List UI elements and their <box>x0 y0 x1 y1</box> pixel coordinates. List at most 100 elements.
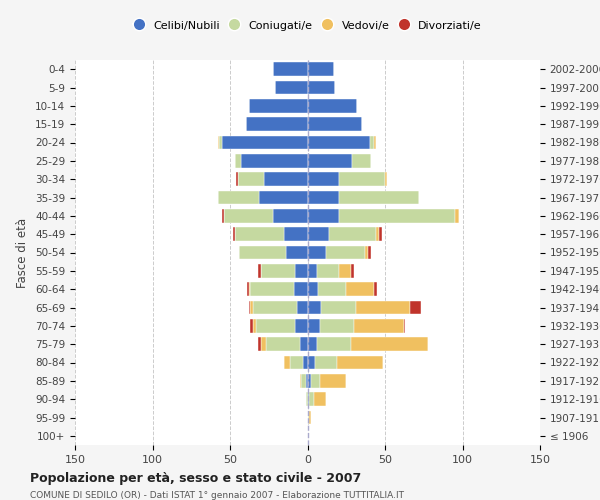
Bar <box>308 136 370 149</box>
Bar <box>222 209 224 222</box>
Bar <box>250 319 253 332</box>
Bar <box>308 209 338 222</box>
Bar <box>264 172 308 186</box>
Bar <box>308 319 320 332</box>
Legend: Celibi/Nubili, Coniugati/e, Vedovi/e, Divorziati/e: Celibi/Nubili, Coniugati/e, Vedovi/e, Di… <box>128 16 487 35</box>
Bar <box>296 300 308 314</box>
Bar <box>308 392 309 406</box>
Bar <box>317 338 351 351</box>
Bar <box>222 136 308 149</box>
Bar <box>218 136 219 149</box>
Bar <box>365 246 368 260</box>
Bar <box>315 356 337 370</box>
Bar <box>351 338 428 351</box>
Bar <box>274 62 308 76</box>
Bar <box>338 190 419 204</box>
Bar <box>352 154 371 168</box>
Bar <box>314 392 326 406</box>
Bar <box>311 374 320 388</box>
Bar <box>256 319 295 332</box>
Bar <box>308 99 357 112</box>
Bar <box>374 282 377 296</box>
Bar <box>385 172 386 186</box>
Bar <box>275 80 308 94</box>
Bar <box>218 190 259 204</box>
Bar <box>253 300 296 314</box>
Bar <box>368 246 371 260</box>
Bar <box>245 118 308 131</box>
Bar <box>308 228 329 241</box>
Bar <box>258 338 261 351</box>
Bar <box>284 356 290 370</box>
Bar <box>376 228 379 241</box>
Bar <box>308 300 322 314</box>
Bar <box>284 228 308 241</box>
Bar <box>338 209 455 222</box>
Bar <box>259 190 308 204</box>
Bar <box>308 338 317 351</box>
Bar <box>322 300 356 314</box>
Bar <box>308 264 317 278</box>
Bar <box>290 356 303 370</box>
Bar <box>250 300 253 314</box>
Bar <box>300 338 308 351</box>
Bar <box>308 246 326 260</box>
Bar <box>320 319 354 332</box>
Bar <box>286 246 308 260</box>
Bar <box>308 80 335 94</box>
Bar <box>241 154 308 168</box>
Bar <box>306 392 308 406</box>
Bar <box>274 209 308 222</box>
Bar <box>354 319 404 332</box>
Bar <box>308 356 315 370</box>
Bar <box>308 62 334 76</box>
Bar <box>233 228 235 241</box>
Bar <box>326 246 365 260</box>
Bar <box>351 264 354 278</box>
Bar <box>346 282 374 296</box>
Bar <box>248 282 250 296</box>
Bar <box>301 374 306 388</box>
Bar <box>258 264 261 278</box>
Bar <box>308 154 352 168</box>
Bar <box>455 209 460 222</box>
Bar <box>379 228 382 241</box>
Text: Popolazione per età, sesso e stato civile - 2007: Popolazione per età, sesso e stato civil… <box>30 472 361 485</box>
Bar <box>356 300 410 314</box>
Bar <box>306 374 308 388</box>
Text: COMUNE DI SEDILO (OR) - Dati ISTAT 1° gennaio 2007 - Elaborazione TUTTITALIA.IT: COMUNE DI SEDILO (OR) - Dati ISTAT 1° ge… <box>30 491 404 500</box>
Bar <box>250 282 293 296</box>
Bar <box>308 410 309 424</box>
Bar <box>253 319 256 332</box>
Y-axis label: Fasce di età: Fasce di età <box>16 218 29 288</box>
Bar <box>404 319 405 332</box>
Bar <box>329 228 376 241</box>
Bar <box>236 172 238 186</box>
Bar <box>337 356 383 370</box>
Bar <box>338 264 351 278</box>
Bar <box>374 136 376 149</box>
Bar <box>303 356 308 370</box>
Bar <box>238 172 264 186</box>
Bar <box>308 190 338 204</box>
Bar <box>248 99 308 112</box>
Bar <box>320 374 346 388</box>
Bar <box>239 246 286 260</box>
Bar <box>308 172 338 186</box>
Bar <box>224 209 274 222</box>
Bar <box>319 282 346 296</box>
Bar <box>293 282 308 296</box>
Bar <box>235 228 284 241</box>
Bar <box>295 264 308 278</box>
Bar <box>338 172 385 186</box>
Bar <box>266 338 300 351</box>
Bar <box>235 154 241 168</box>
Bar <box>247 282 248 296</box>
Bar <box>370 136 374 149</box>
Bar <box>248 300 250 314</box>
Bar <box>219 136 222 149</box>
Bar <box>309 410 311 424</box>
Bar <box>308 118 362 131</box>
Bar <box>261 264 295 278</box>
Bar <box>317 264 338 278</box>
